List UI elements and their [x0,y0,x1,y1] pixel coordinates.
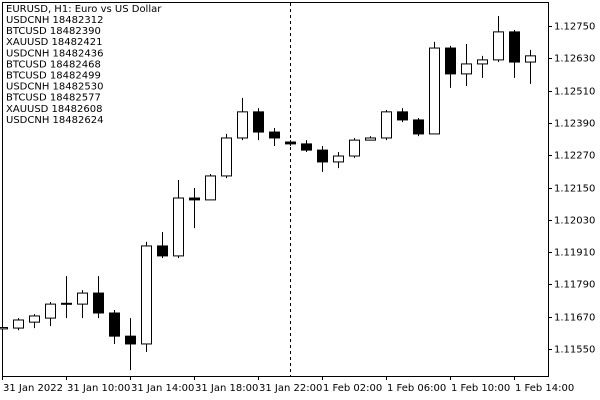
candle-body [253,111,264,133]
candle-body [221,137,232,177]
candle-body [381,111,392,139]
candle-body [493,31,504,61]
candle-body [285,141,296,145]
candle-body [461,63,472,75]
x-tick-label: 31 Jan 2022 [3,383,63,394]
annotation: BTCUSD 18482468 [6,59,101,70]
y-tick-label: 1.12390 [554,119,595,130]
y-tick-label: 1.11550 [554,345,595,356]
candle-body [365,137,376,141]
y-tick-label: 1.12630 [554,54,595,65]
annotation: USDCNH 18482312 [6,15,103,26]
candle-body [525,55,536,63]
chart-title: EURUSD, H1: Euro vs US Dollar [6,4,162,15]
annotation: XAUUSD 18482421 [6,37,102,48]
x-tick-label: 1 Feb 14:00 [515,383,574,394]
y-tick-label: 1.11910 [554,248,595,259]
candle-body [477,59,488,65]
candle-body [109,312,120,337]
y-tick-label: 1.12750 [554,22,595,33]
candle-body [61,302,72,305]
annotation: USDCNH 18482530 [6,82,103,93]
candle-body [189,197,200,201]
x-tick-label: 1 Feb 06:00 [387,383,446,394]
y-tick-label: 1.12510 [554,87,595,98]
candle-body [93,292,104,314]
plot-frame [2,2,549,377]
candle-body [301,143,312,151]
candle-body [317,149,328,163]
candle-body [397,111,408,121]
y-tick-label: 1.12030 [554,216,595,227]
x-tick-label: 31 Jan 14:00 [131,383,194,394]
candle-body [45,303,56,319]
annotation: BTCUSD 18482577 [6,93,101,104]
candle-body [509,31,520,63]
x-tick-label: 1 Feb 10:00 [451,383,510,394]
y-tick-label: 1.11670 [554,313,595,324]
candle-body [29,315,40,323]
candle-body [157,245,168,257]
candle-body [13,319,24,329]
candle-body [349,139,360,157]
candle-body [445,47,456,75]
annotation: XAUUSD 18482608 [6,104,102,115]
candle-body [237,111,248,139]
candle-body [205,175,216,201]
candle-body [413,119,424,135]
candle-body [173,197,184,257]
y-tick-label: 1.11790 [554,280,595,291]
candle-body [77,292,88,305]
x-tick-label: 31 Jan 18:00 [195,383,258,394]
candle-body [333,155,344,163]
annotation: BTCUSD 18482390 [6,26,101,37]
candle-body [141,245,152,345]
candle-body [429,47,440,135]
annotation: USDCNH 18482436 [6,48,103,59]
y-tick-label: 1.12270 [554,151,595,162]
x-tick-label: 31 Jan 22:00 [259,383,322,394]
annotation: BTCUSD 18482499 [6,71,101,82]
annotation: USDCNH 18482624 [6,115,103,126]
x-tick-label: 1 Feb 02:00 [323,383,382,394]
candle-body [125,335,136,345]
y-tick-label: 1.12150 [554,184,595,195]
candle-body [0,327,8,330]
x-tick-label: 31 Jan 10:00 [67,383,130,394]
candle-body [269,131,280,139]
